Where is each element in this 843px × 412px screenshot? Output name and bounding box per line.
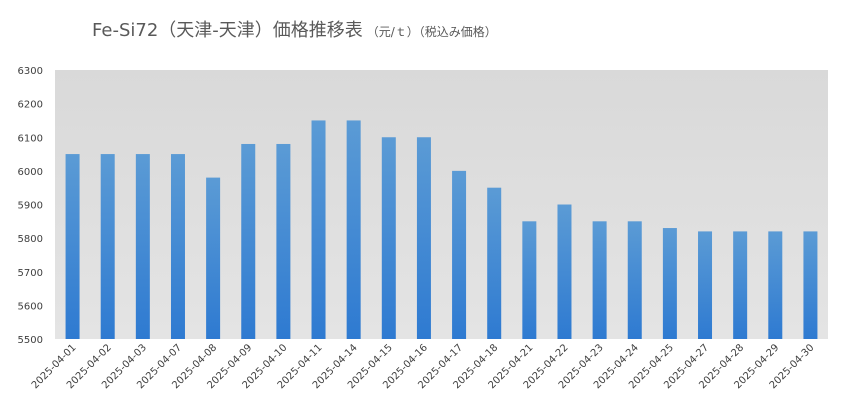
bar	[276, 143, 291, 339]
y-tick-label: 5600	[18, 301, 43, 312]
bar	[311, 120, 326, 339]
bar	[698, 231, 713, 339]
bar	[487, 187, 502, 339]
y-tick-label: 6200	[18, 100, 43, 111]
bar	[733, 231, 748, 339]
y-tick-label: 6100	[18, 133, 43, 144]
bar	[627, 221, 642, 339]
bar	[206, 177, 221, 339]
y-tick-label: 5800	[18, 234, 43, 245]
bar	[592, 221, 607, 339]
bar	[522, 221, 537, 339]
bar	[135, 154, 150, 339]
bar	[416, 137, 431, 339]
bar	[662, 228, 677, 339]
bar	[557, 204, 572, 339]
bar	[170, 154, 185, 339]
bar	[768, 231, 783, 339]
bar	[803, 231, 818, 339]
bar	[346, 120, 361, 339]
bar	[381, 137, 396, 339]
bar	[241, 143, 256, 339]
y-tick-label: 6300	[18, 66, 43, 77]
y-tick-label: 6000	[18, 167, 43, 178]
y-tick-label: 5900	[18, 201, 43, 212]
y-tick-label: 5700	[18, 268, 43, 279]
y-tick-label: 5500	[18, 335, 43, 346]
chart-title: Fe-Si72（天津-天津）価格推移表 （元/ｔ）（税込み価格）	[92, 20, 497, 41]
plot-area	[55, 70, 828, 339]
bar	[65, 154, 80, 339]
subtitle: （元/ｔ）（税込み価格）	[367, 24, 497, 39]
title: Fe-Si72（天津-天津）価格推移表	[92, 20, 363, 41]
bar	[100, 154, 115, 339]
bar	[452, 170, 467, 339]
